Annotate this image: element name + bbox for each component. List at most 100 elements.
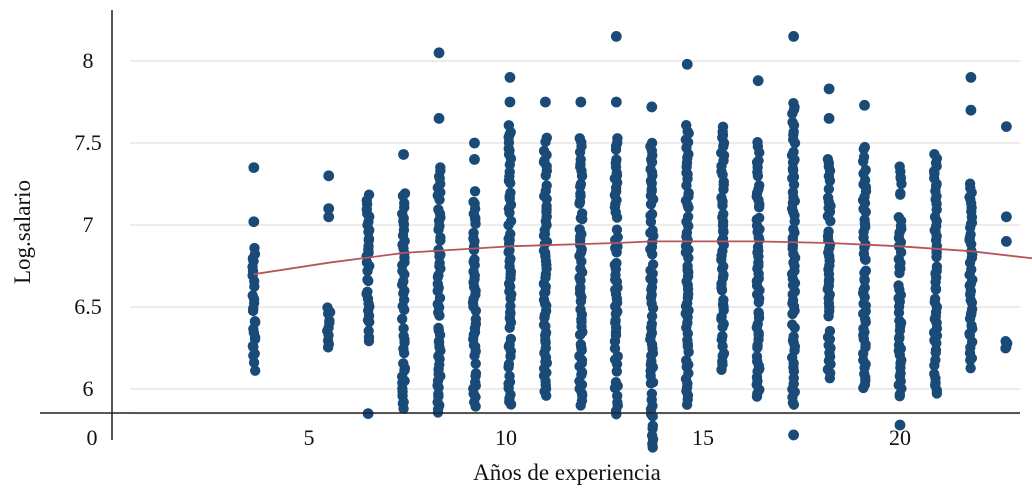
scatter-point-225 [469,186,481,197]
scatter-point-1039 [1000,211,1012,223]
scatter-point-406 [575,154,586,165]
scatter-point-1040 [1000,236,1012,247]
scatter-point-664 [751,351,763,362]
scatter-point-793 [824,325,836,337]
scatter-point-499 [646,318,658,330]
scatter-point-521 [646,208,658,220]
scatter-point-1038 [1000,335,1011,347]
scatter-point-775 [787,117,798,128]
scatter-point-94 [396,313,408,325]
scatter-point-580 [682,211,694,222]
scatter-point-410 [574,133,585,144]
scatter-point-411 [575,96,587,108]
scatter-point-703 [754,180,765,191]
scatter-point-830 [823,113,835,124]
scatter-point-780 [788,31,800,42]
scatter-point-267 [505,215,517,227]
scatter-point-226 [469,137,480,149]
scatter-point-989 [965,362,976,374]
scatter-point-469 [612,133,623,144]
scatter-point-537 [646,137,658,149]
scatter-point-178 [433,47,445,59]
y-tick-label-1: 6.5 [74,294,102,319]
scatter-point-41 [323,211,335,223]
scatter-point-869 [859,214,870,225]
scatter-point-277 [504,166,515,178]
scatter-point-416 [611,390,623,402]
tick-labels: 51015202566.577.58 [74,48,911,450]
scatter-point-477 [647,420,659,432]
scatter-point-880 [860,164,871,176]
scatter-point-905 [894,315,905,326]
scatter-point-27 [248,216,260,228]
scatter-point-616 [718,294,729,306]
fit-line [253,240,1032,276]
y-tick-label-0: 6 [83,376,94,401]
scatter-point-933 [894,161,905,172]
scatter-point-885 [859,99,870,111]
scatter-point-1031 [964,178,976,189]
scatter-point-940 [929,368,940,380]
scatter-point-708 [753,155,764,166]
scatter-point-712 [752,75,764,87]
scatter-point-350 [541,132,553,144]
scatter-point-511 [647,259,659,270]
scatter-point-288 [504,96,516,108]
scatter-point-471 [610,31,622,42]
scatter-point-395 [576,208,588,219]
scatter-point-248 [505,300,516,312]
scatter-point-711 [752,136,763,148]
scatter-point-289 [504,72,516,83]
scatter-point-26 [248,162,260,174]
scatter-point-39 [323,170,335,182]
scatter-point-608 [717,330,728,342]
scatter-point-351 [540,96,551,108]
scatter-point-224 [468,196,479,208]
scatter-point-760 [787,187,799,198]
x-axis-label: Años de experiencia [473,460,661,485]
scatter-point-167 [433,204,444,215]
scatter-point-988 [929,148,940,160]
scatter-point-93 [398,323,409,334]
origin-label: 0 [87,425,98,450]
fit-curve [253,240,1032,276]
scatter-point-538 [646,101,658,113]
scatter-points [247,31,1013,453]
scatter-point-942 [930,354,941,366]
scatter-point-781 [788,429,800,441]
scatter-point-92 [398,330,409,342]
scatter-point-374 [575,304,586,315]
scatter-point-227 [469,154,480,165]
scatter-point-237 [503,358,515,370]
scatter-point-16 [247,290,258,301]
scatter-point-367 [575,339,587,350]
scatter-point-419 [610,376,622,388]
scatter-point-420 [611,366,622,377]
scatter-point-87 [398,358,409,369]
scatter-point-884 [859,141,871,153]
scatter-point-814 [823,226,834,237]
scatter-point-55 [362,274,373,285]
scatter-point-0 [249,365,261,376]
scatter-point-570 [682,260,693,272]
scatter-point-120 [399,188,411,199]
axes [40,10,1020,440]
scatter-point-822 [823,183,835,195]
scatter-point-828 [822,154,834,165]
scatter-point-956 [929,293,941,305]
scatter-point-599 [681,119,692,131]
scatter-point-341 [541,180,552,191]
scatter-point-1033 [965,104,977,116]
grid-lines [130,60,1020,415]
y-tick-label-3: 7.5 [74,130,102,155]
scatter-point-187 [470,368,482,379]
scatter-point-235 [504,370,515,382]
scatter-point-265 [505,228,516,240]
scatter-point-40 [323,203,335,215]
scatter-point-855 [859,282,871,293]
scatter-point-38 [322,302,333,313]
scatter-point-730 [787,319,798,330]
scatter-point-696 [753,212,765,224]
scatter-point-769 [788,146,799,158]
